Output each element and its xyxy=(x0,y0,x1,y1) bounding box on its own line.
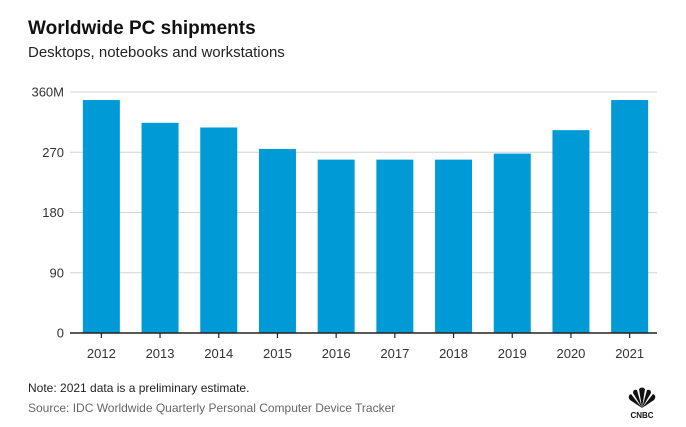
y-axis-ticks: 0 90 180 270 360M xyxy=(31,85,64,341)
chart-title: Worldwide PC shipments xyxy=(28,18,256,39)
bars xyxy=(82,100,649,334)
y-tick-label: 360M xyxy=(31,85,64,100)
bar-2021 xyxy=(611,100,649,334)
logo-text: CNBC xyxy=(630,411,653,420)
bar-2014 xyxy=(200,127,238,333)
bar-2012 xyxy=(82,100,120,334)
chart-subtitle: Desktops, notebooks and workstations xyxy=(28,44,285,61)
x-tick-label: 2015 xyxy=(263,346,292,361)
x-tick-label: 2019 xyxy=(498,346,527,361)
x-tick-label: 2016 xyxy=(322,346,351,361)
x-tick-label: 2012 xyxy=(87,346,116,361)
bar-2015 xyxy=(258,148,296,333)
source-note: Source: IDC Worldwide Quarterly Personal… xyxy=(28,401,396,415)
footnote: Note: 2021 data is a preliminary estimat… xyxy=(28,381,250,395)
cnbc-peacock-logo-icon: CNBC xyxy=(628,387,656,420)
y-tick-label: 180 xyxy=(42,205,64,220)
bar-2018 xyxy=(435,159,473,333)
x-tick-label: 2017 xyxy=(380,346,409,361)
bar-2013 xyxy=(141,122,179,334)
y-tick-label: 0 xyxy=(57,326,64,341)
x-tick-label: 2013 xyxy=(146,346,175,361)
bar-2016 xyxy=(317,159,355,333)
x-tick-label: 2020 xyxy=(556,346,585,361)
bar-2019 xyxy=(493,153,531,333)
x-tick-label: 2021 xyxy=(615,346,644,361)
y-tick-label: 270 xyxy=(42,145,64,160)
bar-2020 xyxy=(552,130,590,333)
y-tick-label: 90 xyxy=(50,265,64,280)
x-tick-label: 2018 xyxy=(439,346,468,361)
bar-2017 xyxy=(376,159,414,333)
x-axis-ticks: 2012 2013 2014 2015 2016 2017 2018 2019 2020 2021 xyxy=(87,333,644,361)
x-tick-label: 2014 xyxy=(204,346,233,361)
